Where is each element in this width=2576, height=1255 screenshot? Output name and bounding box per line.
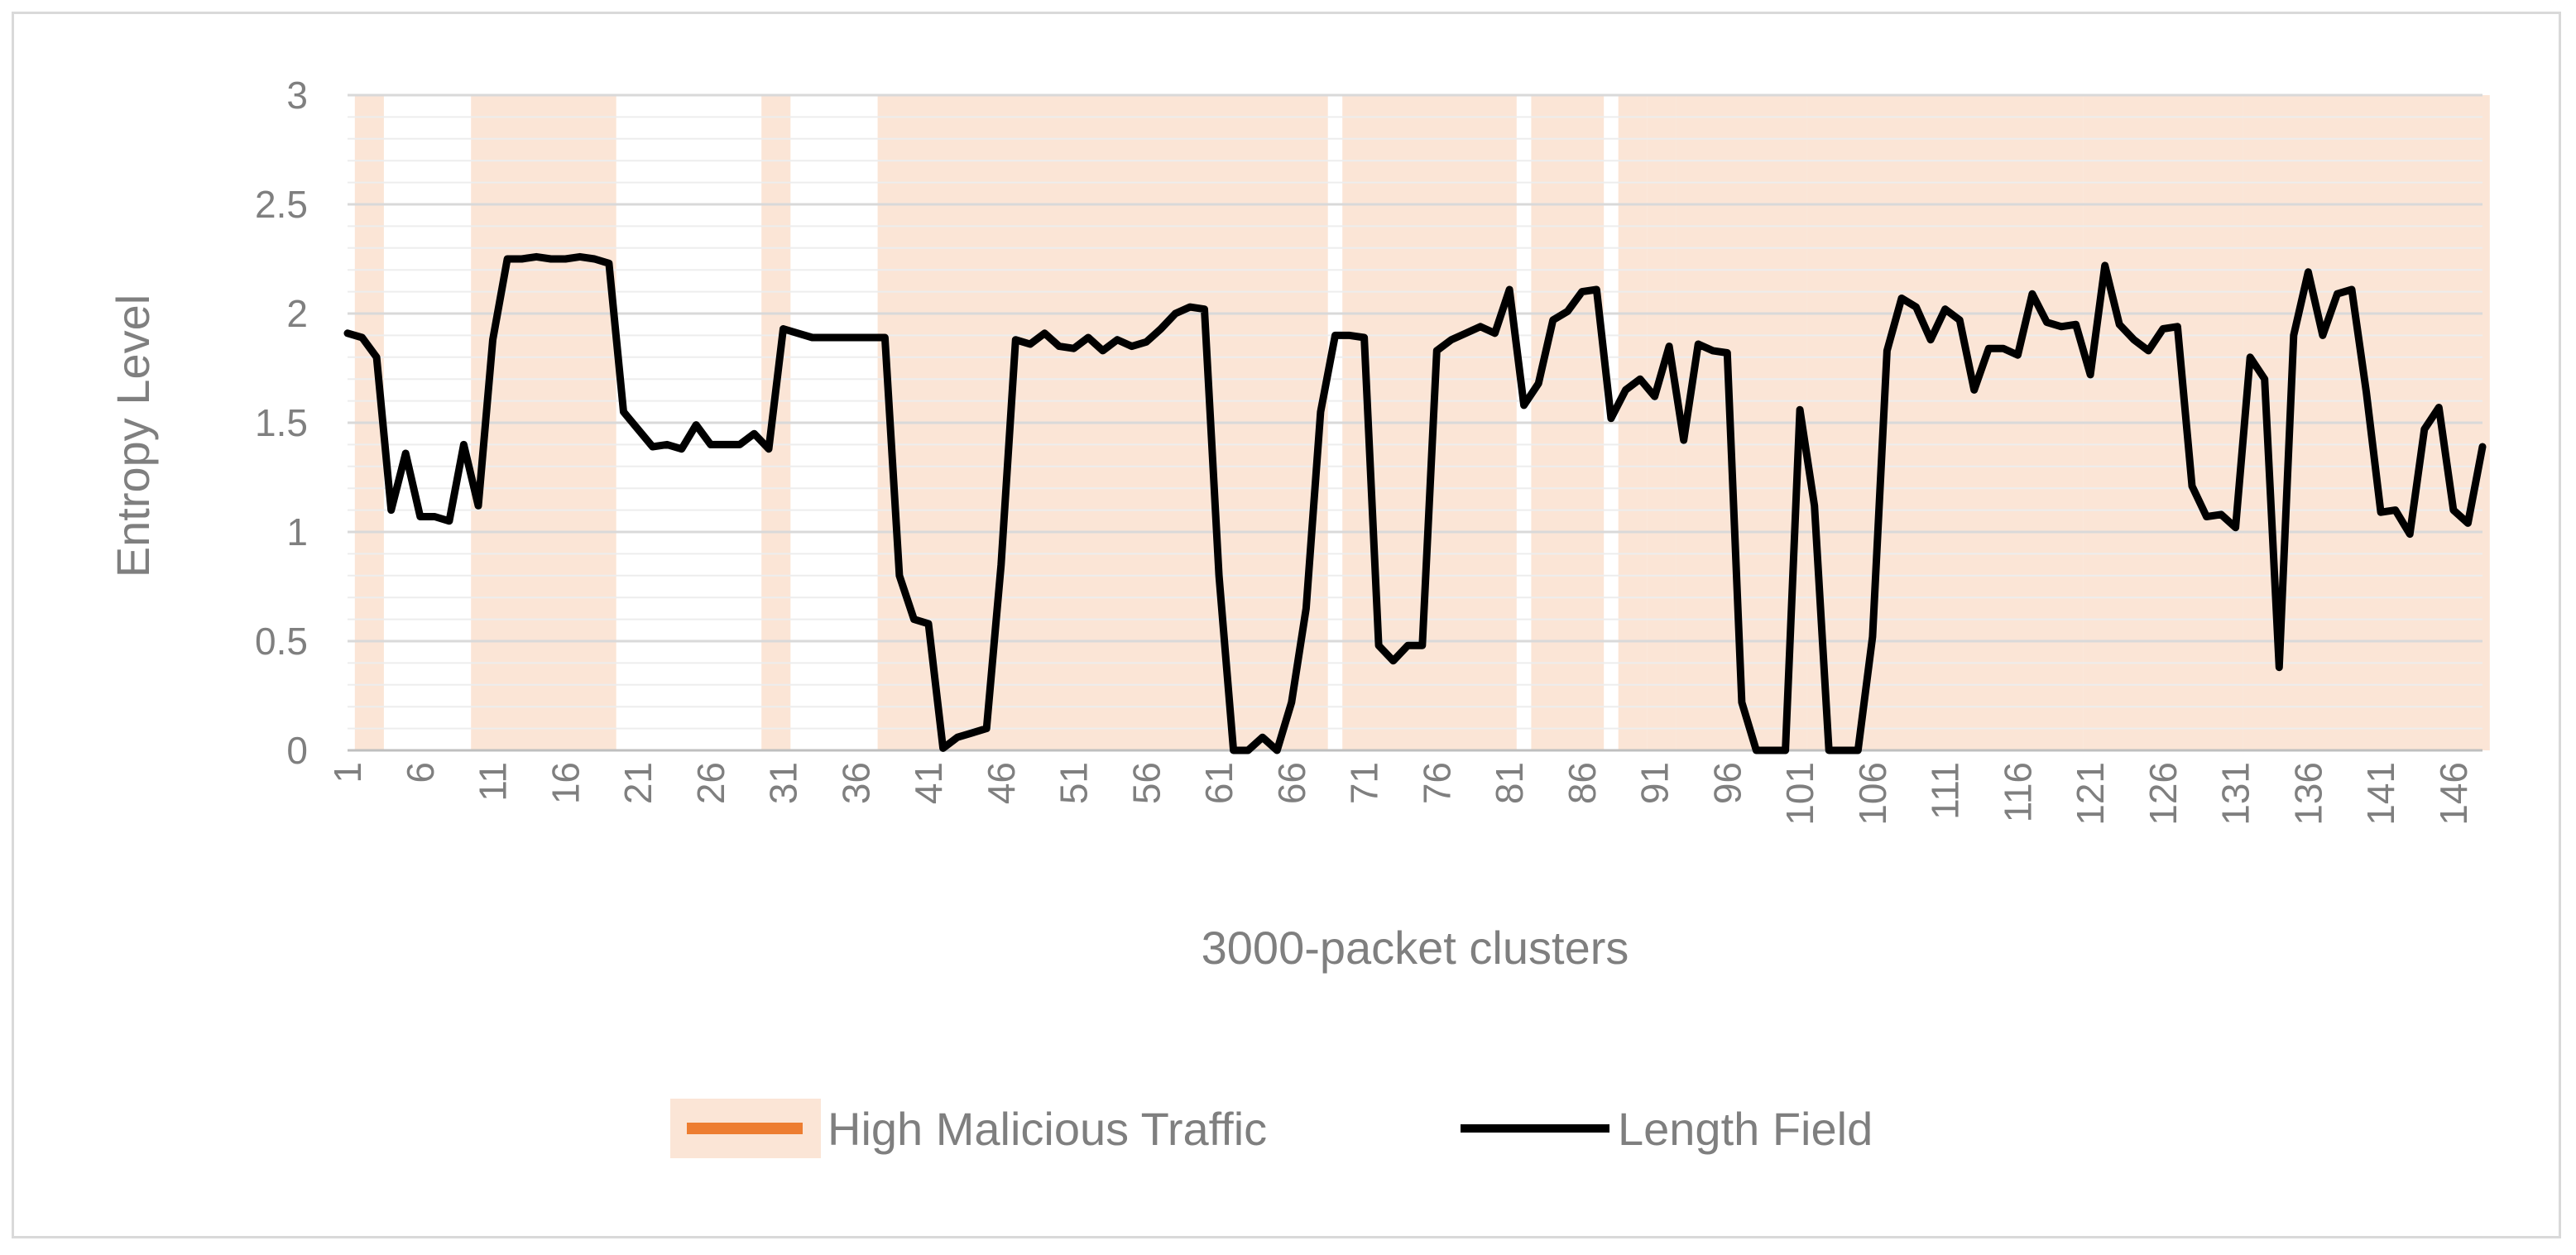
y-tick-label: 0.5 bbox=[255, 620, 308, 663]
x-tick-label: 131 bbox=[2214, 762, 2257, 826]
x-tick-label: 76 bbox=[1415, 762, 1458, 804]
x-tick-label: 56 bbox=[1125, 762, 1168, 804]
x-tick-label: 21 bbox=[616, 762, 660, 804]
x-tick-label: 101 bbox=[1778, 762, 1821, 826]
x-tick-label: 136 bbox=[2286, 762, 2329, 826]
x-tick-label: 116 bbox=[1996, 762, 2039, 822]
x-tick-label: 81 bbox=[1488, 762, 1531, 804]
x-tick-label: 86 bbox=[1561, 762, 1604, 804]
x-tick-label: 66 bbox=[1270, 762, 1313, 804]
y-tick-label: 1.5 bbox=[255, 401, 308, 444]
x-tick-label: 1 bbox=[326, 762, 369, 783]
x-tick-label: 11 bbox=[472, 762, 515, 802]
y-axis-title: Entropy Level bbox=[107, 295, 159, 577]
x-tick-label: 31 bbox=[762, 762, 805, 804]
x-tick-label: 106 bbox=[1851, 762, 1894, 826]
y-tick-labels: 0 0.5 1 1.5 2 2.5 3 bbox=[255, 74, 308, 772]
x-tick-label: 61 bbox=[1197, 762, 1240, 804]
x-tick-label: 111 bbox=[1924, 762, 1967, 820]
x-tick-label: 126 bbox=[2142, 762, 2185, 826]
x-tick-label: 121 bbox=[2069, 762, 2112, 826]
x-tick-label: 146 bbox=[2432, 762, 2475, 826]
x-tick-label: 16 bbox=[544, 762, 587, 804]
y-tick-label: 0 bbox=[286, 729, 308, 772]
y-tick-label: 3 bbox=[286, 74, 308, 117]
x-axis-title: 3000-packet clusters bbox=[1202, 922, 1629, 974]
y-tick-label: 2 bbox=[286, 292, 308, 335]
x-tick-label: 41 bbox=[907, 762, 950, 804]
x-tick-label: 46 bbox=[980, 762, 1023, 804]
series-line-length-field bbox=[343, 252, 2487, 754]
x-tick-labels: 1 6 11 16 21 26 31 36 41 46 51 56 61 66 71 76 81 86 91 96 10… bbox=[326, 762, 2475, 826]
gridlines bbox=[348, 93, 2482, 752]
y-tick-label: 2.5 bbox=[255, 183, 308, 226]
x-tick-label: 26 bbox=[689, 762, 732, 804]
y-tick-label: 1 bbox=[286, 510, 308, 553]
x-tick-label: 71 bbox=[1343, 762, 1386, 804]
legend-high-malicious-traffic: High Malicious Traffic bbox=[827, 1103, 1267, 1155]
x-tick-label: 36 bbox=[834, 762, 877, 804]
series-lines bbox=[343, 252, 2487, 754]
legend: High Malicious Traffic Length Field bbox=[670, 1099, 1873, 1158]
x-tick-label: 141 bbox=[2359, 762, 2402, 826]
x-tick-label: 51 bbox=[1053, 762, 1096, 804]
x-tick-label: 6 bbox=[399, 762, 442, 783]
legend-length-field: Length Field bbox=[1618, 1103, 1873, 1155]
x-tick-label: 91 bbox=[1633, 762, 1677, 804]
x-tick-label: 96 bbox=[1705, 762, 1749, 804]
